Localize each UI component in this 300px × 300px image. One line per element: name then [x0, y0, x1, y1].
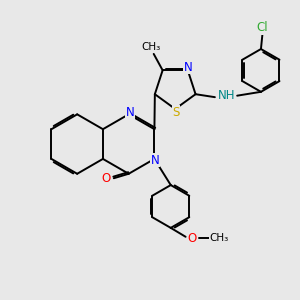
- Text: O: O: [102, 172, 111, 185]
- Text: NH: NH: [218, 89, 235, 102]
- Text: N: N: [126, 106, 134, 119]
- Text: CH₃: CH₃: [141, 42, 161, 52]
- Text: N: N: [184, 61, 193, 74]
- Text: N: N: [151, 154, 159, 167]
- Text: O: O: [188, 232, 197, 245]
- Text: CH₃: CH₃: [209, 233, 229, 243]
- Text: S: S: [172, 106, 179, 119]
- Text: Cl: Cl: [256, 21, 268, 34]
